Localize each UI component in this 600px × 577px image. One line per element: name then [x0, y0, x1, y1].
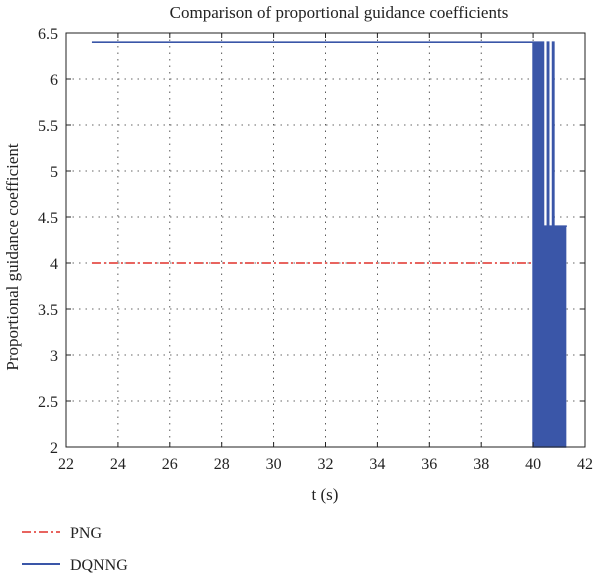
legend: PNG DQNNG [22, 525, 128, 574]
legend-label-png: PNG [70, 525, 102, 542]
y-tick-label: 3 [50, 348, 58, 365]
x-tick-label: 24 [110, 456, 126, 473]
x-tick-label: 28 [214, 456, 230, 473]
series-lines [91, 41, 567, 448]
y-tick-label: 6.5 [38, 26, 58, 43]
series-line-dqnng [91, 41, 567, 448]
y-tick-label: 4 [50, 256, 58, 273]
x-tick-label: 26 [162, 456, 178, 473]
y-tick-label: 6 [50, 72, 58, 89]
y-tick-label: 2.5 [38, 394, 58, 411]
chart-title: Comparison of proportional guidance coef… [170, 3, 509, 22]
x-tick-label: 38 [473, 456, 489, 473]
x-tick-label: 42 [577, 456, 593, 473]
y-axis-label: Proportional guidance coefficient [3, 143, 22, 370]
axis-ticks: 22 24 26 28 30 32 34 36 38 40 42 2 2.5 3 3.5 4 4.5 5 5.5 6 6… [38, 26, 593, 473]
y-tick-label: 5.5 [38, 118, 58, 135]
y-tick-label: 2 [50, 440, 58, 457]
x-axis-label: t (s) [312, 485, 339, 504]
y-tick-label: 5 [50, 164, 58, 181]
legend-label-dqnng: DQNNG [70, 557, 128, 574]
x-tick-label: 30 [266, 456, 282, 473]
y-tick-label: 4.5 [38, 210, 58, 227]
x-tick-label: 34 [369, 456, 385, 473]
x-tick-label: 36 [421, 456, 437, 473]
y-tick-label: 3.5 [38, 302, 58, 319]
x-tick-label: 32 [318, 456, 334, 473]
x-tick-label: 40 [525, 456, 541, 473]
x-tick-label: 22 [58, 456, 74, 473]
grid-lines [66, 33, 585, 447]
